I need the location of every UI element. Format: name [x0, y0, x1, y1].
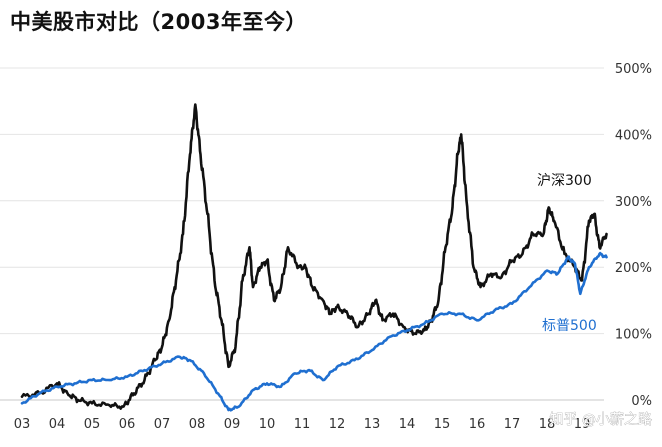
x-axis-tick-labels: 03 04 05 06 07 08 09 10 11 12 13 14 15 16 17 18 19: [14, 417, 591, 432]
y-tick-label: 100%: [615, 328, 652, 343]
y-tick-label: 400%: [615, 128, 652, 143]
x-tick-label: 12: [329, 417, 346, 432]
x-tick-label: 18: [539, 417, 556, 432]
x-tick-label: 11: [294, 417, 311, 432]
chart-title: 中美股市对比（2003年至今）: [10, 10, 307, 34]
y-tick-label: 200%: [615, 261, 652, 276]
y-tick-label: 0%: [631, 394, 652, 409]
x-tick-label: 03: [14, 417, 31, 432]
y-tick-label: 300%: [615, 195, 652, 210]
x-tick-label: 13: [364, 417, 381, 432]
x-tick-label: 09: [224, 417, 241, 432]
x-tick-label: 04: [49, 417, 66, 432]
x-tick-label: 10: [259, 417, 276, 432]
series-annotation: 沪深300: [537, 173, 592, 189]
x-tick-label: 17: [504, 417, 521, 432]
watermark-text: 知乎 @小薪之路: [550, 411, 652, 428]
x-tick-label: 05: [84, 417, 101, 432]
series-line-csi300: [20, 103, 608, 410]
y-axis-tick-labels: 0% 100% 200% 300% 400% 500%: [615, 62, 652, 409]
x-tick-label: 08: [189, 417, 206, 432]
x-tick-label: 15: [434, 417, 451, 432]
series-annotations: 沪深300 标普500: [537, 173, 597, 334]
series-line-sp500: [20, 251, 608, 412]
y-tick-label: 500%: [615, 62, 652, 77]
series-lines: [20, 103, 608, 412]
x-tick-label: 16: [469, 417, 486, 432]
grid-lines: [0, 67, 604, 401]
x-tick-label: 07: [154, 417, 171, 432]
series-annotation: 标普500: [542, 318, 597, 334]
x-tick-label: 19: [574, 417, 591, 432]
x-tick-label: 14: [399, 417, 416, 432]
x-tick-label: 06: [119, 417, 136, 432]
